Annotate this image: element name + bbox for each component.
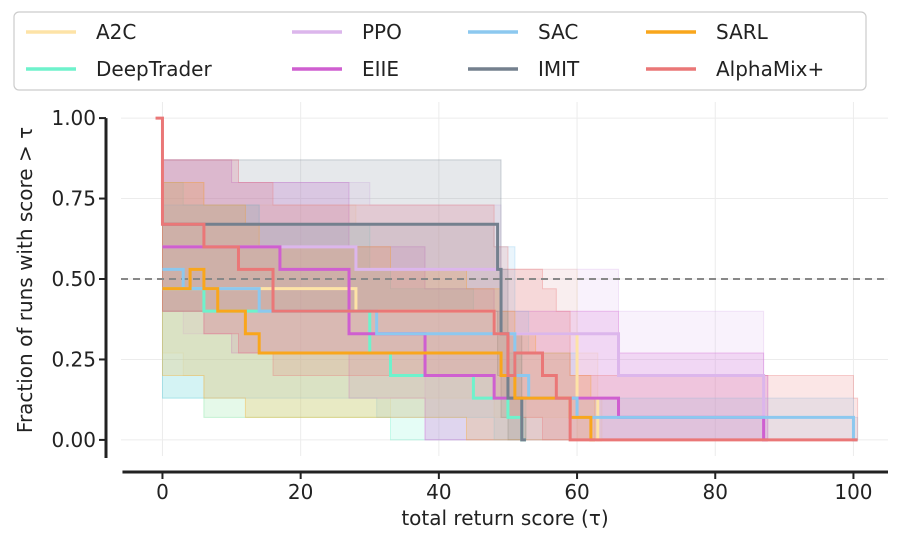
x-tick-label: 100 xyxy=(834,480,872,504)
x-tick-label: 20 xyxy=(288,480,313,504)
legend-label-imit: IMIT xyxy=(538,57,580,81)
band-eiie xyxy=(162,159,769,441)
axes: 0.00 0.25 0.50 0.75 1.00 0 20 40 60 80 100 xyxy=(51,106,888,504)
x-axis-label: total return score (τ) xyxy=(401,506,608,530)
x-tick-label: 0 xyxy=(156,480,169,504)
legend-label-eiie: EIIE xyxy=(362,57,399,81)
legend-label-ppo: PPO xyxy=(362,20,402,44)
legend-label-sarl: SARL xyxy=(716,20,769,44)
legend-label-alphamix: AlphaMix+ xyxy=(716,57,824,81)
y-tick-label: 0.75 xyxy=(51,187,96,211)
y-tick-label: 0.25 xyxy=(51,347,96,371)
legend-label-sac: SAC xyxy=(538,20,578,44)
band-ppo xyxy=(162,159,769,441)
y-tick-label: 0.50 xyxy=(51,267,96,291)
x-tick-label: 60 xyxy=(564,480,589,504)
series-line-alphamix xyxy=(155,116,858,442)
legend-label-a2c: A2C xyxy=(96,20,136,44)
x-tick-label: 40 xyxy=(426,480,451,504)
y-tick-label: 1.00 xyxy=(51,106,96,130)
y-tick-label: 0.00 xyxy=(51,428,96,452)
series-lines xyxy=(155,116,858,442)
series-line-deeptrader xyxy=(162,287,526,442)
legend: A2C DeepTrader PPO EIIE SAC IMIT SARL AlphaMix+ xyxy=(13,11,867,91)
y-axis-label: Fraction of runs with score > τ xyxy=(13,127,37,433)
legend-label-deeptrader: DeepTrader xyxy=(96,57,212,81)
x-tick-label: 80 xyxy=(703,480,728,504)
